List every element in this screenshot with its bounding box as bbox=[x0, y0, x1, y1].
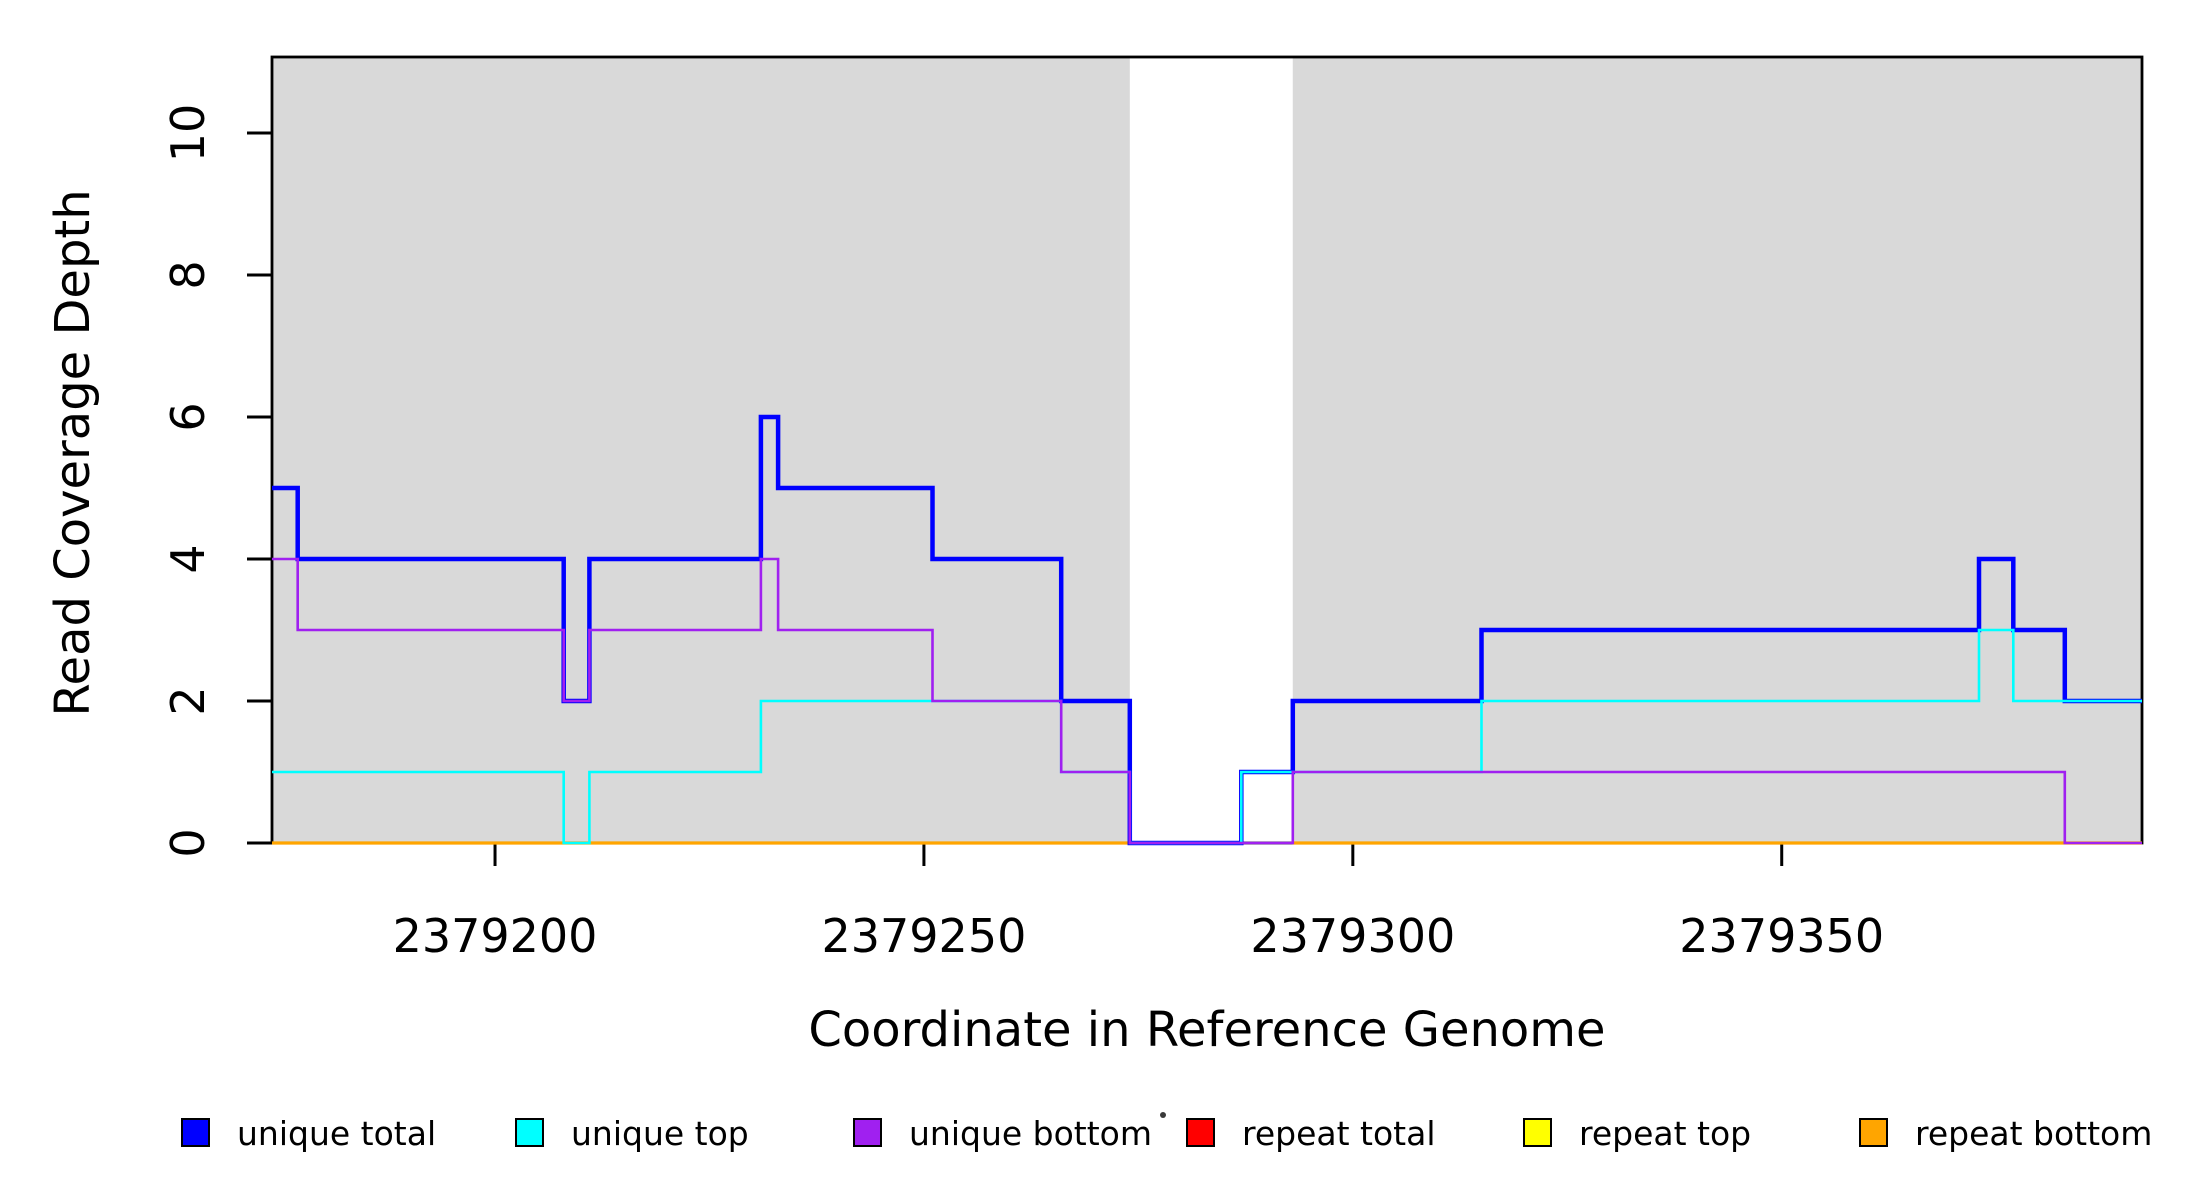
y-tick-label: 4 bbox=[161, 544, 215, 573]
legend-swatch-unique-top bbox=[515, 1118, 544, 1147]
x-axis-title: Coordinate in Reference Genome bbox=[808, 1002, 1605, 1058]
legend-swatch-repeat-top bbox=[1523, 1118, 1552, 1147]
y-tick-label: 6 bbox=[161, 402, 215, 431]
legend-swatch-unique-total bbox=[181, 1118, 210, 1147]
series-line-unique-bottom bbox=[272, 557, 2142, 845]
y-tick-label: 2 bbox=[161, 686, 215, 715]
legend-label-unique-total: unique total bbox=[237, 1114, 436, 1153]
stray-dot-mark bbox=[1160, 1112, 1166, 1118]
shaded-region bbox=[272, 57, 1130, 843]
legend-swatch-unique-bottom bbox=[853, 1118, 882, 1147]
legend-label-unique-top: unique top bbox=[571, 1114, 749, 1153]
legend-label-repeat-bottom: repeat bottom bbox=[1915, 1114, 2152, 1153]
legend-label-unique-bottom: unique bottom bbox=[909, 1114, 1152, 1153]
legend-swatch-repeat-total bbox=[1186, 1118, 1215, 1147]
legend-swatch-repeat-bottom bbox=[1859, 1118, 1888, 1147]
x-tick-label: 2379200 bbox=[393, 909, 598, 963]
legend-label-repeat-top: repeat top bbox=[1579, 1114, 1751, 1153]
y-tick-label: 10 bbox=[161, 104, 215, 163]
x-tick-label: 2379350 bbox=[1679, 909, 1884, 963]
legend-label-repeat-total: repeat total bbox=[1242, 1114, 1436, 1153]
chart-layer: 2379200 2379250 2379300 2379350 0 2 4 6 8 10 uniqu… bbox=[161, 55, 2152, 1153]
x-tick-label: 2379250 bbox=[821, 909, 1026, 963]
y-tick-label: 0 bbox=[161, 828, 215, 857]
y-tick-label: 8 bbox=[161, 260, 215, 289]
x-tick-label: 2379300 bbox=[1250, 909, 1455, 963]
y-axis-title: Read Coverage Depth bbox=[45, 189, 101, 716]
shaded-region bbox=[1292, 57, 2142, 843]
